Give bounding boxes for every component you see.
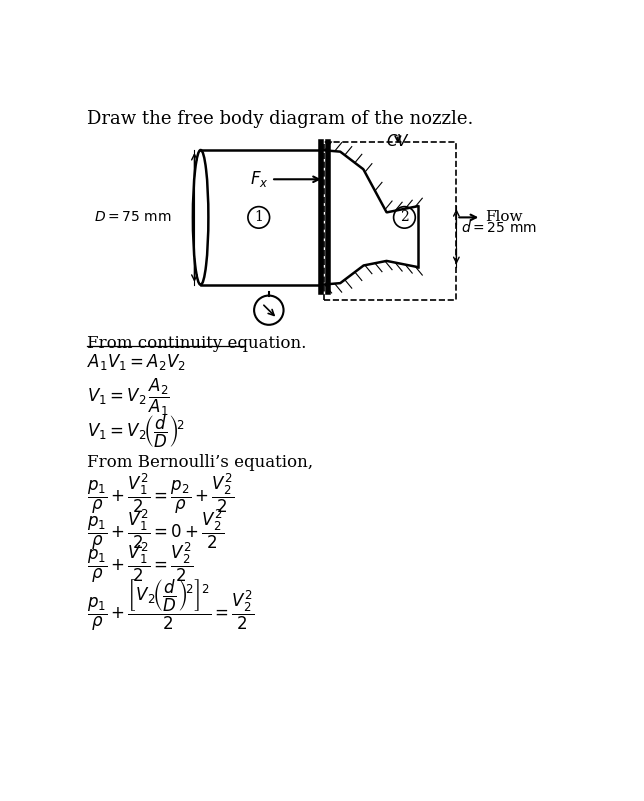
Text: $A_1 V_1 = A_2 V_2$: $A_1 V_1 = A_2 V_2$ bbox=[87, 352, 185, 372]
Text: $F_x$: $F_x$ bbox=[249, 169, 268, 189]
Text: From continuity equation.: From continuity equation. bbox=[87, 335, 306, 352]
Text: $\dfrac{p_1}{\rho} + \dfrac{V_1^2}{2} = 0 + \dfrac{V_2^2}{2}$: $\dfrac{p_1}{\rho} + \dfrac{V_1^2}{2} = … bbox=[87, 507, 224, 552]
Text: $V_1 = V_2\,\dfrac{A_2}{A_1}$: $V_1 = V_2\,\dfrac{A_2}{A_1}$ bbox=[87, 377, 169, 418]
Text: Draw the free body diagram of the nozzle.: Draw the free body diagram of the nozzle… bbox=[87, 110, 473, 128]
Bar bbox=[324, 143, 457, 300]
Text: $\dfrac{p_1}{\rho} + \dfrac{V_1^2}{2} = \dfrac{V_2^2}{2}$: $\dfrac{p_1}{\rho} + \dfrac{V_1^2}{2} = … bbox=[87, 541, 193, 585]
Text: 1: 1 bbox=[254, 211, 263, 224]
Text: From Bernoulli’s equation,: From Bernoulli’s equation, bbox=[87, 454, 313, 471]
Text: $\dfrac{p_1}{\rho} + \dfrac{V_1^2}{2} = \dfrac{p_2}{\rho} + \dfrac{V_2^2}{2}$: $\dfrac{p_1}{\rho} + \dfrac{V_1^2}{2} = … bbox=[87, 472, 234, 516]
Text: $CV$: $CV$ bbox=[386, 133, 410, 149]
Text: Flow: Flow bbox=[485, 211, 522, 224]
Text: $d = 25\ \mathrm{mm}$: $d = 25\ \mathrm{mm}$ bbox=[461, 220, 537, 235]
Text: $\dfrac{p_1}{\rho} + \dfrac{\left[V_2\!\left(\dfrac{d}{D}\right)^{\!2}\right]^2}: $\dfrac{p_1}{\rho} + \dfrac{\left[V_2\!\… bbox=[87, 578, 254, 633]
Text: $D = 75\ \mathrm{mm}$: $D = 75\ \mathrm{mm}$ bbox=[95, 211, 172, 224]
Text: 2: 2 bbox=[400, 211, 409, 224]
Text: $V_1 = V_2\!\left(\dfrac{d}{D}\right)^{\!2}$: $V_1 = V_2\!\left(\dfrac{d}{D}\right)^{\… bbox=[87, 414, 184, 450]
